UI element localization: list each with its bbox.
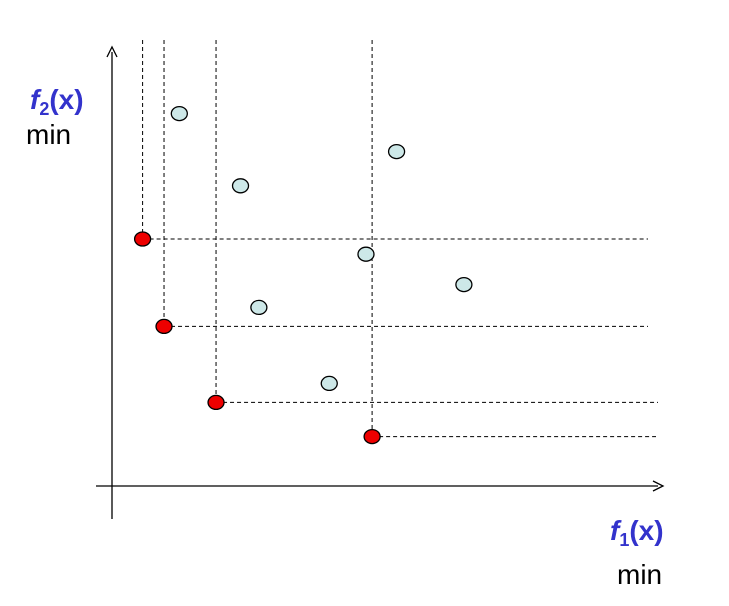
dominated-point: [387, 143, 406, 160]
axes: [96, 45, 665, 519]
y-axis-arrowhead: [106, 45, 118, 58]
dominance-guide-lines: [142, 40, 658, 438]
pareto-point: [363, 428, 381, 445]
x-axis-label-subscript: 1: [619, 530, 630, 550]
pareto-point: [155, 318, 173, 335]
x-axis-label-arg: (x): [629, 515, 664, 546]
y-axis-label: f2(x): [30, 86, 84, 123]
x-axis-label: f1(x): [610, 517, 664, 554]
dominated-point: [250, 299, 268, 316]
solution-points: [133, 105, 473, 445]
dominated-point: [357, 246, 375, 262]
y-axis-label-letter: f: [30, 84, 40, 115]
dominated-point: [170, 105, 188, 122]
dominated-point: [231, 178, 250, 194]
x-axis-arrowhead: [652, 480, 665, 492]
y-axis-goal: min: [26, 119, 72, 150]
pareto-point: [207, 394, 225, 411]
x-axis-label-letter: f: [610, 515, 620, 546]
y-axis-label-arg: (x): [49, 84, 84, 115]
pareto-point: [133, 231, 152, 247]
dominated-point: [455, 276, 473, 293]
y-axis-label-subscript: 2: [39, 99, 50, 119]
dominated-point: [320, 375, 338, 392]
x-axis-goal: min: [617, 559, 663, 590]
